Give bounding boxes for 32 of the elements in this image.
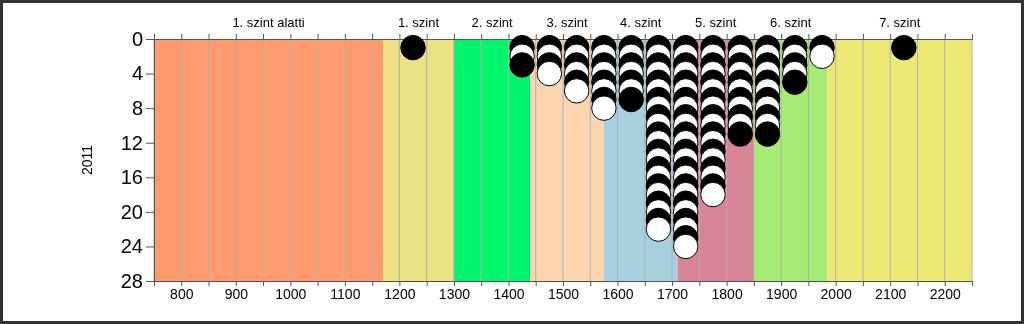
x-tick-label: 1400: [493, 285, 525, 302]
x-tick-label: 2200: [929, 285, 962, 302]
y-tick-label: 28: [120, 269, 143, 292]
x-tick-label: 1800: [711, 285, 743, 302]
band-label: 2. szint: [471, 15, 514, 30]
x-tick-label: 800: [170, 285, 194, 302]
x-tick-label: 900: [224, 285, 249, 302]
x-tick-label: 1300: [438, 285, 471, 302]
y-tick-label: 8: [131, 97, 143, 120]
band-label: 1. szint: [397, 15, 440, 30]
y-tick-label: 0: [131, 27, 143, 50]
y-tick-label: 20: [120, 200, 143, 223]
x-tick-label: 1600: [602, 285, 634, 302]
band-label: 1. szint alatti: [232, 15, 305, 30]
band-label: 6. szint: [770, 15, 812, 30]
x-tick-label: 1100: [330, 285, 361, 302]
band-label: 3. szint: [546, 15, 589, 30]
x-tick-label: 1200: [384, 285, 416, 302]
band-label: 7. szint: [879, 15, 921, 30]
band-label: 4. szint: [620, 15, 662, 30]
x-tick-label: 2000: [820, 285, 852, 302]
y-tick-label: 12: [120, 131, 143, 154]
x-tick-label: 1700: [656, 285, 689, 302]
y-tick-label: 4: [131, 62, 143, 85]
band-label: 5. szint: [695, 15, 737, 30]
x-tick-label: 1000: [275, 285, 307, 302]
x-tick-label: 1900: [766, 285, 798, 302]
y-axis-title: 2011: [79, 144, 95, 176]
x-tick-label: 2100: [875, 285, 907, 302]
y-tick-label: 16: [120, 166, 143, 189]
x-tick-label: 1500: [547, 285, 580, 302]
y-tick-label: 24: [120, 235, 143, 258]
